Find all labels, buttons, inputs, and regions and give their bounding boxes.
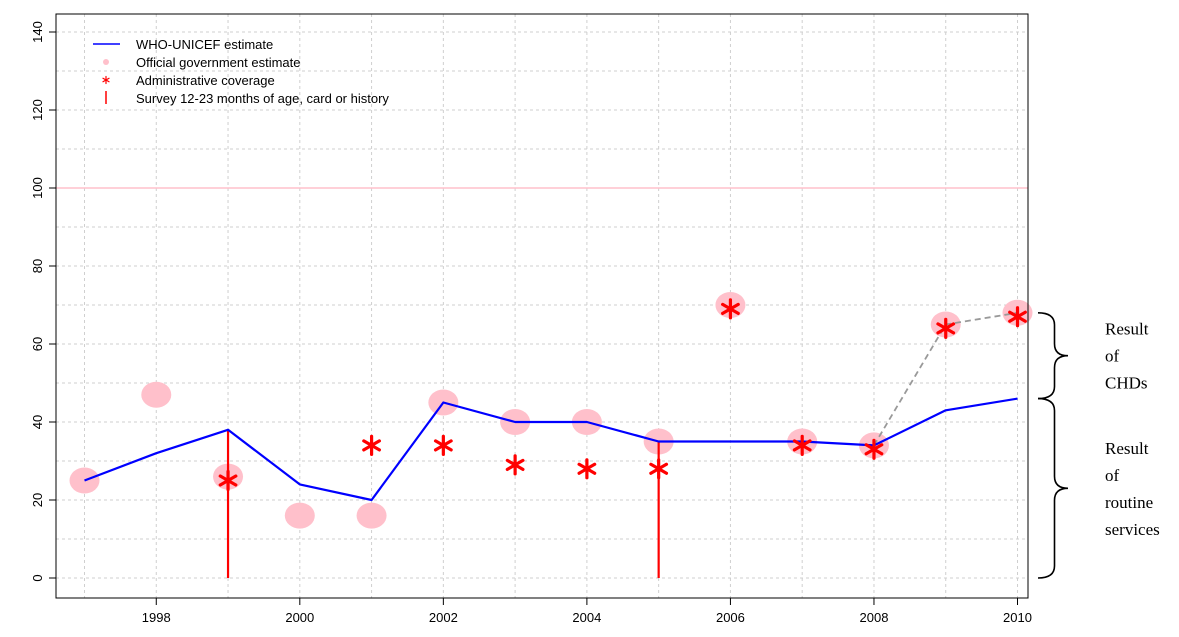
legend-label: Official government estimate	[136, 55, 301, 70]
administrative-coverage-point	[505, 454, 525, 476]
administrative-coverage-point	[864, 438, 884, 460]
administrative-coverage-point	[433, 434, 453, 456]
x-tick-label: 2002	[429, 610, 458, 625]
legend-label: Administrative coverage	[136, 73, 275, 88]
y-tick-label: 0	[30, 574, 45, 581]
annotation-label: of	[1105, 466, 1120, 485]
annotation-label: Result	[1105, 439, 1149, 458]
official-estimate-point	[284, 502, 315, 529]
star-stroke	[102, 77, 110, 83]
star-stroke	[1008, 310, 1027, 323]
axis-ticks: 1998 2000 2002 2004 2006 2008 2010 0 20 40 60 80 100…	[30, 21, 1032, 625]
star-stroke	[936, 322, 956, 335]
administrative-coverage-point	[649, 458, 669, 480]
star-stroke	[649, 462, 669, 475]
plot-frame	[55, 13, 1029, 599]
y-tick-label: 120	[30, 99, 45, 121]
administrative-coverage-point	[792, 434, 812, 456]
star-stroke	[218, 474, 238, 487]
star-stroke	[577, 462, 597, 475]
annotation-label: routine	[1105, 493, 1153, 512]
x-tick-label: 2006	[716, 610, 745, 625]
who-unicef-line	[84, 397, 1018, 502]
x-tick-label: 2000	[285, 610, 314, 625]
annotations: Result of CHDs Result of routine services	[1037, 312, 1160, 579]
x-tick-label: 2010	[1003, 610, 1032, 625]
star-stroke	[433, 439, 453, 452]
y-tick-label: 100	[30, 177, 45, 199]
x-tick-label: 2008	[860, 610, 889, 625]
star-stroke	[721, 302, 740, 315]
y-tick-label: 80	[30, 259, 45, 273]
y-tick-label: 60	[30, 337, 45, 351]
legend-label: Survey 12-23 months of age, card or hist…	[136, 91, 389, 106]
administrative-coverage-point	[721, 298, 740, 320]
x-tick-label: 1998	[142, 610, 171, 625]
y-tick-label: 20	[30, 493, 45, 507]
x-tick-label: 2004	[572, 610, 601, 625]
legend-swatch-dot	[103, 59, 109, 65]
star-stroke	[792, 439, 812, 452]
annotation-brace	[1037, 312, 1069, 400]
y-tick-label: 40	[30, 415, 45, 429]
legend-label: WHO-UNICEF estimate	[136, 37, 273, 52]
star-stroke	[362, 439, 381, 452]
annotation-label: of	[1105, 347, 1120, 366]
administrative-coverage-point	[218, 469, 238, 492]
y-tick-label: 140	[30, 21, 45, 43]
star-stroke	[864, 443, 884, 456]
annotation-label: services	[1105, 520, 1160, 539]
administrative-coverage-point	[1008, 306, 1027, 328]
chart-marks	[69, 292, 1033, 578]
star-stroke	[505, 458, 525, 471]
official-estimate-point	[356, 502, 387, 529]
legend-swatch-star	[102, 75, 110, 85]
official-estimate-point	[141, 381, 172, 408]
annotation-label: CHDs	[1105, 374, 1148, 393]
administrative-coverage-point	[362, 434, 381, 456]
annotation-label: Result	[1105, 320, 1149, 339]
legend: WHO-UNICEF estimate Official government e…	[93, 37, 389, 106]
administrative-coverage-point	[936, 317, 956, 339]
annotation-brace	[1037, 397, 1069, 579]
administrative-coverage-point	[577, 458, 597, 480]
